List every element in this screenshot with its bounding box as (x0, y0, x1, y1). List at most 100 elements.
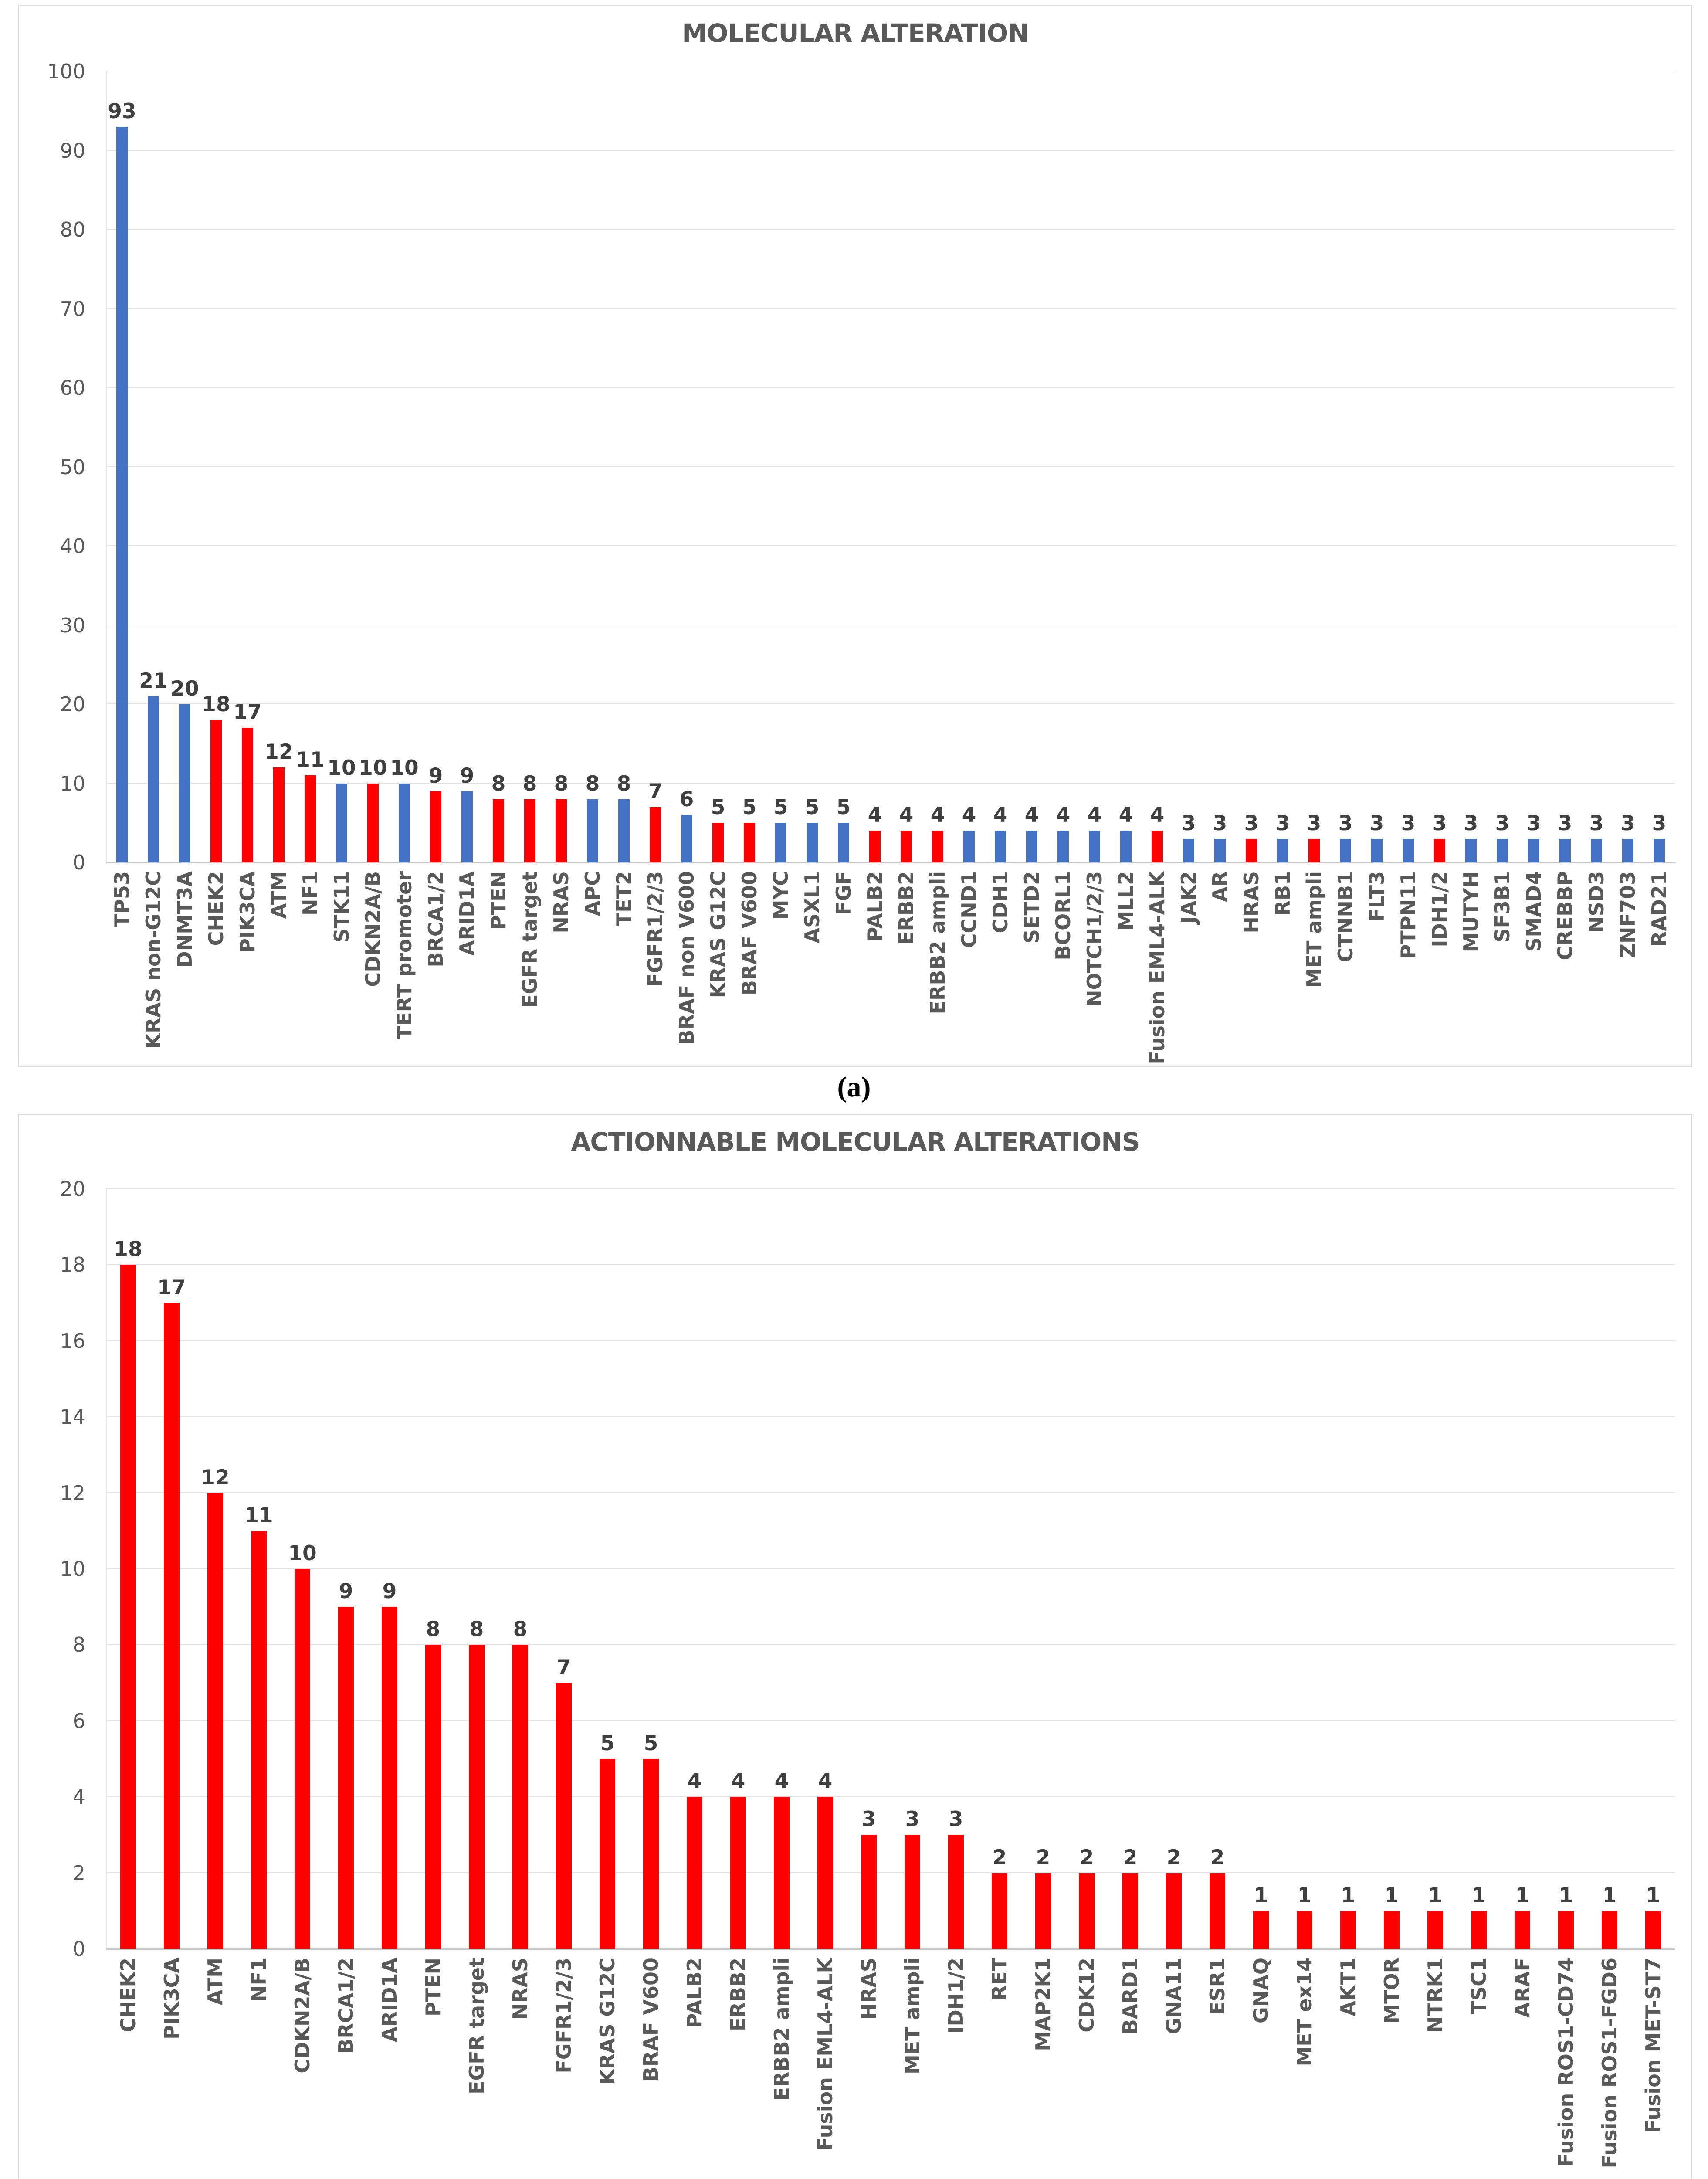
x-category-label: MET ex14 (1293, 1958, 1316, 2067)
bar-slot: 4 (953, 71, 985, 862)
bar-slot: 3 (1487, 71, 1518, 862)
bar-slot: 1 (1283, 1189, 1326, 1949)
gridline (106, 703, 1675, 704)
y-tick-label: 12 (60, 1481, 85, 1505)
x-label-slot: MET ampli (891, 1958, 934, 2179)
bar-slot: 10 (281, 1189, 324, 1949)
bar-series: 93 21 20 18 17 12 11 10 10 10 9 9 8 8 8 8 8 7 6 5 5 5 5 5 4 4 4 4 4 4… (106, 71, 1675, 862)
bar-slot: 18 (106, 1189, 150, 1949)
bar-ERBB2 ampli: 4 (931, 805, 945, 862)
bar-BRCA1/2: 9 (429, 766, 443, 862)
x-label-slot: CHEK2 (106, 1958, 150, 2179)
y-tick-label: 50 (60, 455, 85, 479)
x-category-label: DNMT3A (173, 871, 197, 968)
bar-RAD21: 3 (1652, 813, 1666, 862)
x-category-label: CDKN2A/B (291, 1958, 314, 2074)
bar-Fusion ROS1-FGD6: 1 (1602, 1885, 1617, 1949)
bar-value-label: 3 (1558, 811, 1572, 835)
bar-slot: 10 (326, 71, 357, 862)
x-category-label: BRAF V600 (639, 1958, 663, 2082)
x-label-slot: MLL2 (1110, 871, 1142, 1059)
x-label-slot: MET ex14 (1283, 1958, 1326, 2179)
x-category-label: MUTYH (1459, 871, 1483, 953)
bar-value-label: 3 (1213, 811, 1227, 835)
bar-slot: 3 (1204, 71, 1236, 862)
bar-CHEK2: 18 (114, 1239, 142, 1949)
x-label-slot: BRAF non V600 (671, 871, 702, 1059)
x-category-label: ASXL1 (800, 871, 824, 944)
bar-ARID1A: 9 (460, 766, 474, 862)
bar-value-label: 10 (288, 1541, 317, 1565)
bar-value-label: 3 (1620, 811, 1635, 835)
bar-slot: 1 (1544, 1189, 1588, 1949)
bar-value-label: 8 (491, 771, 506, 796)
bar-slot: 2 (1108, 1189, 1152, 1949)
gridline (106, 1568, 1675, 1569)
x-label-slot: Fusion MET-ST7 (1631, 1958, 1675, 2179)
bar-value-label: 3 (1526, 811, 1541, 835)
x-category-label: Fusion ROS1-CD74 (1554, 1958, 1578, 2167)
y-tick-label: 10 (60, 1557, 85, 1581)
x-category-label: BRAF V600 (738, 871, 761, 996)
bar-slot: 3 (1518, 71, 1549, 862)
x-category-label: NF1 (298, 871, 322, 916)
x-category-label: ERBB2 (895, 871, 918, 945)
bar-value-label: 3 (1432, 811, 1447, 835)
gridline (106, 1264, 1675, 1265)
x-label-slot: FGFR1/2/3 (640, 871, 671, 1059)
bar-value-label: 2 (1210, 1845, 1225, 1870)
x-label-slot: ERBB2 (891, 871, 922, 1059)
y-tick-label: 100 (47, 60, 85, 83)
x-category-label: BRCA1/2 (334, 1958, 358, 2054)
bar-slot: 3 (1361, 71, 1393, 862)
bar-AR: 3 (1213, 813, 1227, 862)
x-category-label: EGFR target (518, 871, 542, 1008)
bar-value-label: 10 (359, 756, 387, 780)
bar-value-label: 7 (556, 1655, 571, 1680)
x-category-label: RAD21 (1647, 871, 1671, 947)
chart-panel-molecular-alteration: MOLECULAR ALTERATION 0 10 20 30 40 50 60 70 80 90… (18, 5, 1692, 1067)
bar-value-label: 3 (905, 1807, 920, 1832)
bar-value-label: 12 (201, 1465, 230, 1490)
bar-value-label: 21 (139, 669, 168, 693)
bar-slot: 7 (542, 1189, 586, 1949)
bar-slot: 1 (1370, 1189, 1413, 1949)
y-tick-label: 60 (60, 376, 85, 400)
x-label-slot: AKT1 (1326, 1958, 1370, 2179)
bar-slot: 5 (702, 71, 734, 862)
bar-slot: 3 (1424, 71, 1455, 862)
x-label-slot: MYC (765, 871, 796, 1059)
bar-slot: 12 (263, 71, 295, 862)
x-axis-line (106, 1948, 1675, 1950)
x-axis-category-labels: TP53 KRAS non-G12C DNMT3A CHEK2 PIK3CA ATM NF1… (106, 871, 1675, 1065)
x-category-label: PIK3CA (236, 871, 259, 953)
bar-BRAF non V600: 6 (680, 789, 694, 862)
bar-slot: 2 (1196, 1189, 1239, 1949)
bar-NRAS: 8 (512, 1619, 528, 1949)
bar-value-label: 8 (585, 771, 600, 796)
bar-slot: 3 (1549, 71, 1581, 862)
bar-MAP2K1: 2 (1035, 1847, 1051, 1949)
x-category-label: PTPN11 (1396, 871, 1420, 959)
bar-slot: 4 (673, 1189, 716, 1949)
bar-GNAQ: 1 (1253, 1885, 1269, 1949)
x-label-slot: SETD2 (1016, 871, 1047, 1059)
x-label-slot: IDH1/2 (1424, 871, 1455, 1059)
x-label-slot: BRAF V600 (629, 1958, 673, 2179)
x-label-slot: CDH1 (985, 871, 1016, 1059)
x-category-label: RB1 (1271, 871, 1295, 916)
bar-value-label: 10 (390, 756, 419, 780)
bar-FGFR1/2/3: 7 (556, 1657, 572, 1949)
x-category-label: CDK12 (1075, 1958, 1098, 2033)
y-tick-label: 8 (72, 1633, 85, 1657)
x-category-label: NSD3 (1585, 871, 1608, 933)
bar-value-label: 18 (114, 1237, 142, 1262)
x-label-slot: ERBB2 ampli (922, 871, 953, 1059)
x-label-slot: JAK2 (1173, 871, 1204, 1059)
bar-JAK2: 3 (1182, 813, 1196, 862)
bar-value-label: 1 (1428, 1883, 1443, 1907)
x-category-label: AKT1 (1336, 1958, 1360, 2016)
x-label-slot: HRAS (1236, 871, 1267, 1059)
x-axis-category-labels: CHEK2 PIK3CA ATM NF1 CDKN2A/B BRCA1/2 ARID1A PT… (106, 1958, 1675, 2179)
x-category-label: Fusion EML4-ALK (813, 1958, 837, 2151)
